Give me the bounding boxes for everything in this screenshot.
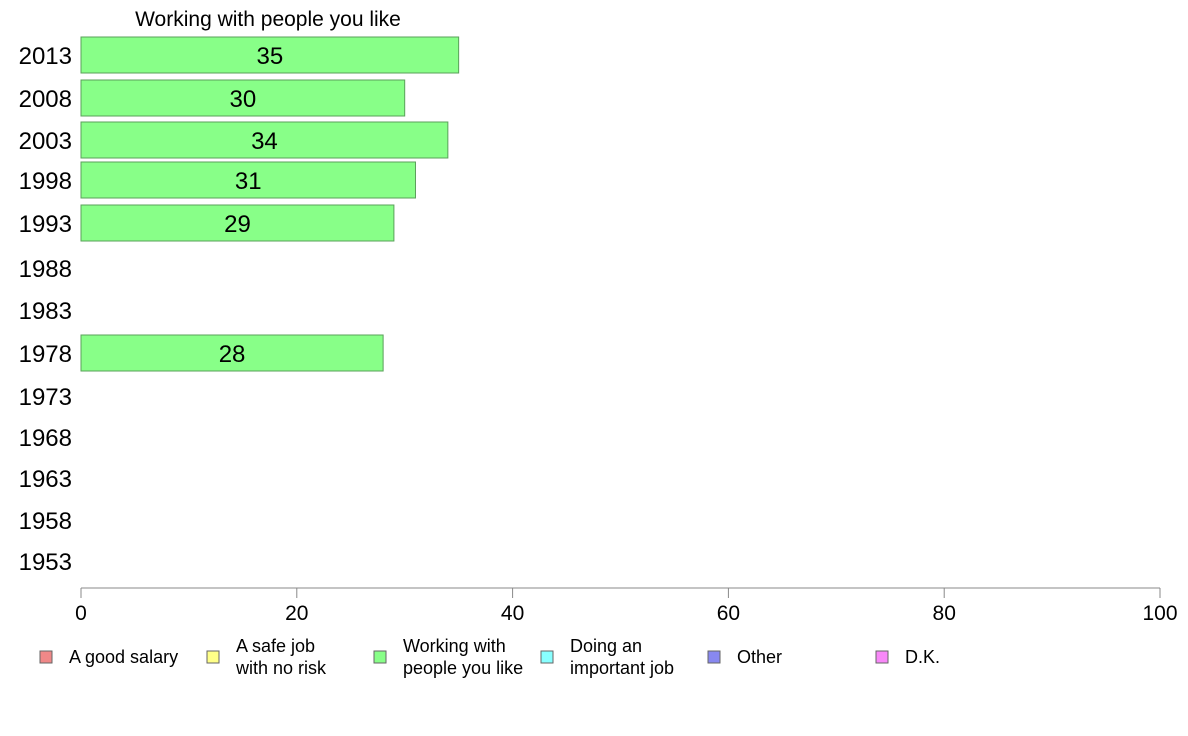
bar [80,334,384,372]
x-tick-label: 0 [75,602,87,625]
year-label: 1993 [19,211,72,238]
legend-label: important job [570,658,674,678]
x-tick-label: 60 [717,602,740,625]
legend-item: D.K. [875,647,940,667]
legend-swatch [206,650,220,664]
bar-value-label: 28 [219,341,246,368]
bar-value-label: 34 [251,128,278,155]
bar-value-label: 30 [229,86,256,113]
bar [80,121,449,159]
legend-label: A safe job [236,636,315,656]
year-label: 1968 [19,425,72,452]
year-label: 1953 [19,549,72,576]
chart-title: Working with people you like [135,8,401,31]
legend-label: with no risk [235,658,327,678]
year-label: 1978 [19,341,72,368]
legend-item: Other [707,647,782,667]
bar [80,204,395,242]
x-axis: 0 20 40 60 80 100 [75,587,1178,625]
legend-swatch [373,650,387,664]
legend-label: Doing an [570,636,642,656]
legend-swatch [39,650,53,664]
year-label: 1973 [19,384,72,411]
year-label: 1988 [19,256,72,283]
bar-value-label: 35 [256,43,283,70]
year-label: 2013 [19,43,72,70]
legend-swatch [540,650,554,664]
year-labels: 2013 2008 2003 1998 1993 1988 1983 1978 1973 1968… [19,43,72,576]
x-tick-label: 80 [933,602,956,625]
legend-label: A good salary [69,647,178,667]
bar [80,161,416,199]
year-label: 2003 [19,128,72,155]
legend-label: Other [737,647,782,667]
legend-label: Working with [403,636,506,656]
bar-value-label: 31 [235,168,262,195]
legend-swatch [707,650,721,664]
x-tick-label: 20 [285,602,308,625]
x-tick-label: 40 [501,602,524,625]
legend-label: people you like [403,658,523,678]
legend-label: D.K. [905,647,940,667]
year-label: 1983 [19,298,72,325]
bar [80,36,460,74]
year-label: 1998 [19,168,72,195]
bar-value-label: 29 [224,211,251,238]
year-label: 1958 [19,508,72,535]
legend-item: A good salary [39,647,178,667]
year-label: 1963 [19,466,72,493]
bar [80,79,406,117]
x-tick-label: 100 [1142,602,1177,625]
legend-swatch [875,650,889,664]
year-label: 2008 [19,86,72,113]
